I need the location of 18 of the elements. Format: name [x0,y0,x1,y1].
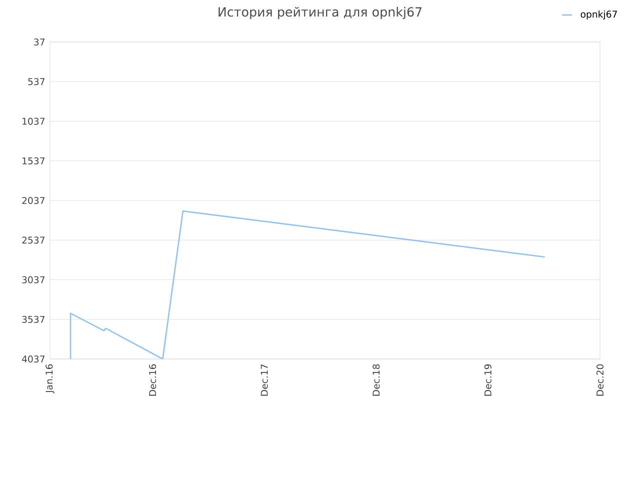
x-tick-label: Dec.16 [149,364,156,396]
x-tick-label: Dec.18 [372,364,380,396]
y-tick-label: 1037 [22,118,44,125]
y-tick-label: 3537 [22,316,44,323]
chart-title: История рейтинга для opnkj67 [218,6,422,20]
y-tick-label: 2537 [22,236,44,244]
x-tick-label: Dec.19 [484,364,492,396]
y-tick-label: 4037 [22,355,44,363]
y-tick-label: 37 [34,38,44,46]
y-tick-label: 3037 [22,276,44,284]
legend-label: opnkj67 [580,10,617,20]
x-tick-label: Jan.16 [46,364,54,394]
x-tick-label: Dec.17 [260,364,268,396]
y-tick-label: 1537 [22,157,44,164]
x-tick-label: Dec.20 [596,364,604,396]
y-tick-label: 2037 [22,196,44,204]
line-series [70,210,546,360]
y-tick-label: 537 [28,78,44,86]
